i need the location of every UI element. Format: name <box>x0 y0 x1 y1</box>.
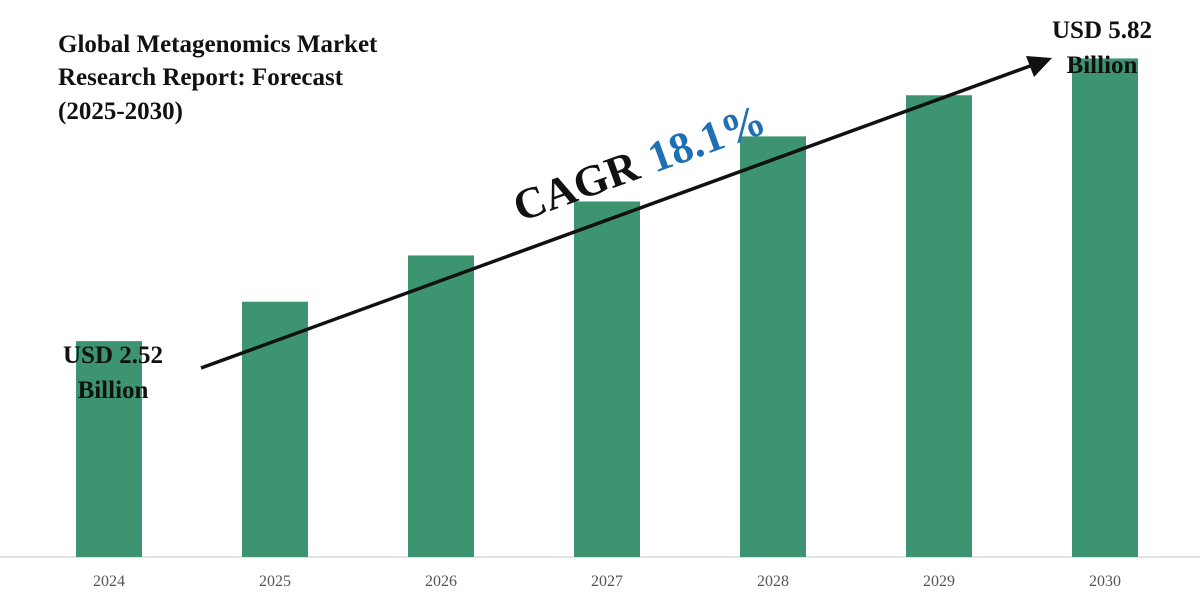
bar-2026 <box>408 255 474 557</box>
chart-title-line-2: Research Report: Forecast <box>58 64 344 91</box>
start-callout-line-1: USD 2.52 <box>63 342 163 369</box>
chart-title-line-3: (2025-2030) <box>58 98 183 125</box>
bars-group <box>76 58 1138 558</box>
start-value-callout: USD 2.52 Billion <box>63 342 163 404</box>
x-tick-labels: 2024 2025 2026 2027 2028 2029 2030 <box>93 573 1121 590</box>
chart-title: Global Metagenomics Market Research Repo… <box>58 31 378 125</box>
x-tick-2026: 2026 <box>425 573 457 590</box>
x-tick-2028: 2028 <box>757 573 789 590</box>
cagr-trend-arrow <box>200 56 1052 370</box>
x-tick-2027: 2027 <box>591 573 623 590</box>
bar-2025 <box>242 301 308 557</box>
bar-2029 <box>906 95 972 558</box>
bar-2027 <box>574 201 640 557</box>
x-tick-2024: 2024 <box>93 573 125 590</box>
x-tick-2025: 2025 <box>259 573 291 590</box>
end-callout-line-2: Billion <box>1067 52 1138 79</box>
end-value-callout: USD 5.82 Billion <box>1052 17 1152 79</box>
chart-title-line-1: Global Metagenomics Market <box>58 31 378 58</box>
bar-2030 <box>1072 58 1138 558</box>
x-tick-2029: 2029 <box>923 573 955 590</box>
end-callout-line-1: USD 5.82 <box>1052 17 1152 44</box>
start-callout-line-2: Billion <box>78 377 149 404</box>
x-tick-2030: 2030 <box>1089 573 1121 590</box>
trend-line <box>200 64 1031 370</box>
bar-2024 <box>76 341 142 557</box>
bar-2028 <box>740 136 806 558</box>
arrowhead-icon <box>1026 56 1052 77</box>
